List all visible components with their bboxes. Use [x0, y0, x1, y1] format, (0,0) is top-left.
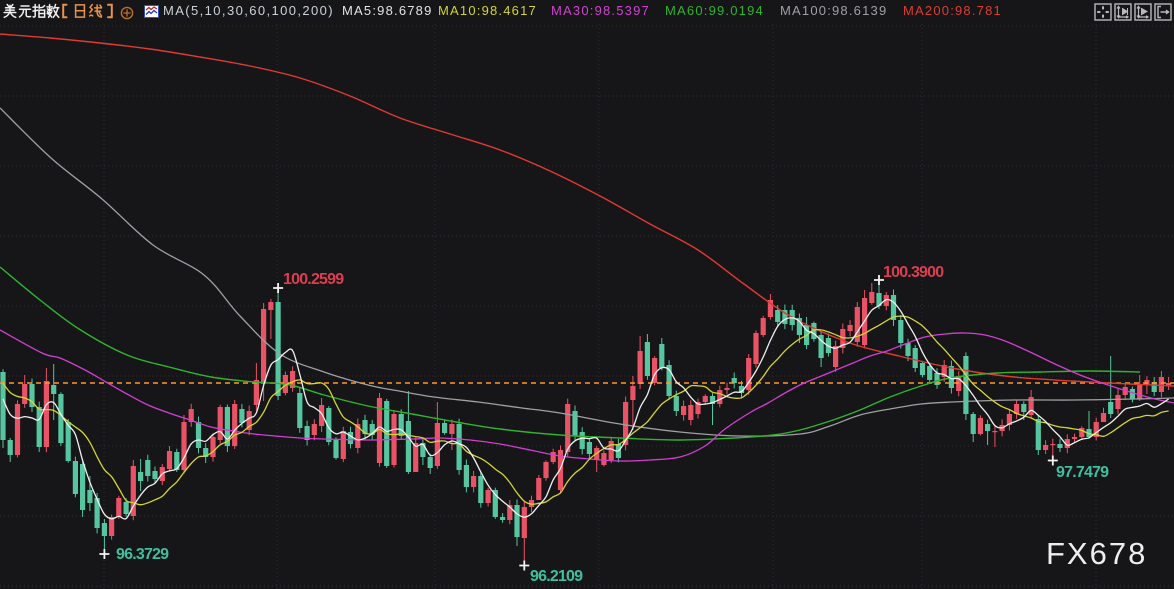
svg-text:97.7479: 97.7479 — [1056, 464, 1109, 481]
svg-text:100.2599: 100.2599 — [283, 271, 344, 288]
svg-text:FX678: FX678 — [1046, 536, 1147, 571]
svg-text:96.2109: 96.2109 — [530, 568, 583, 585]
svg-text:96.3729: 96.3729 — [116, 546, 169, 563]
svg-text:100.3900: 100.3900 — [883, 264, 944, 281]
